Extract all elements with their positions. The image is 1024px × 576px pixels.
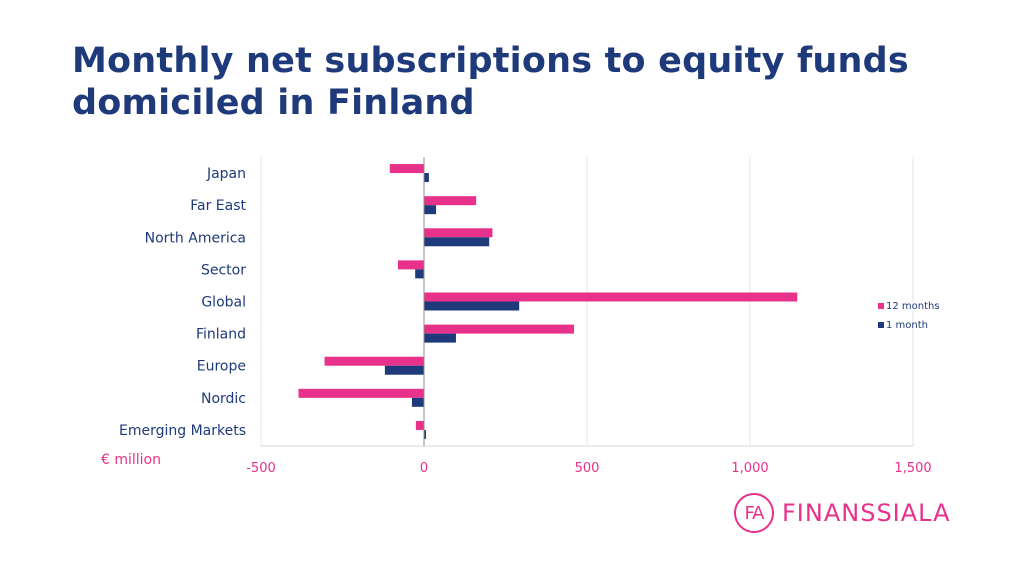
finanssiala-logo: FA FINANSSIALA	[734, 490, 951, 536]
category-labels: Japan Far East North America Sector Global Fi…	[119, 166, 247, 439]
legend-swatch	[878, 303, 884, 309]
bar-12-months	[424, 196, 477, 206]
bar-12-months	[424, 324, 574, 334]
page-title: Monthly net subscriptions to equity fund…	[72, 41, 909, 123]
category-label: Nordic	[201, 391, 246, 407]
category-label: Emerging Markets	[119, 423, 246, 439]
legend-swatch	[878, 322, 884, 328]
bars	[298, 164, 798, 439]
bar-1-month	[424, 333, 456, 343]
bar-1-month	[415, 269, 424, 279]
category-label: Japan	[206, 166, 246, 182]
bar-1-month	[424, 205, 437, 215]
bar-12-months	[397, 260, 424, 270]
bar-1-month	[411, 397, 424, 407]
bar-1-month	[424, 429, 426, 439]
x-tick-label: 0	[420, 461, 428, 476]
legend-label: 12 months	[886, 301, 940, 312]
x-tick-label: 1,000	[731, 461, 768, 476]
bar-12-months	[424, 228, 493, 238]
bar-1-month	[424, 237, 490, 247]
bar-12-months	[424, 292, 798, 302]
bar-12-months	[415, 420, 424, 430]
x-tick-labels: -500 0 500 1,000 1,500	[246, 461, 931, 476]
category-label: North America	[145, 230, 246, 246]
category-label: Europe	[197, 359, 246, 375]
bar-12-months	[389, 164, 424, 174]
unit-label: € million	[101, 452, 161, 468]
category-label: Global	[201, 295, 246, 311]
bar-1-month	[384, 365, 424, 375]
logo-mark-icon: FA	[734, 493, 774, 533]
legend-label: 1 month	[886, 320, 928, 331]
x-tick-label: -500	[246, 461, 276, 476]
x-tick-label: 1,500	[894, 461, 931, 476]
bar-1-month	[424, 173, 429, 183]
category-label: Sector	[201, 262, 246, 278]
bar-1-month	[424, 301, 520, 311]
bar-12-months	[298, 388, 424, 398]
bar-12-months	[324, 356, 424, 366]
logo-text: FINANSSIALA	[782, 499, 951, 527]
category-label: Far East	[190, 198, 246, 214]
category-label: Finland	[196, 327, 246, 343]
x-tick-label: 500	[575, 461, 600, 476]
legend: 12 months 1 month	[878, 301, 940, 331]
